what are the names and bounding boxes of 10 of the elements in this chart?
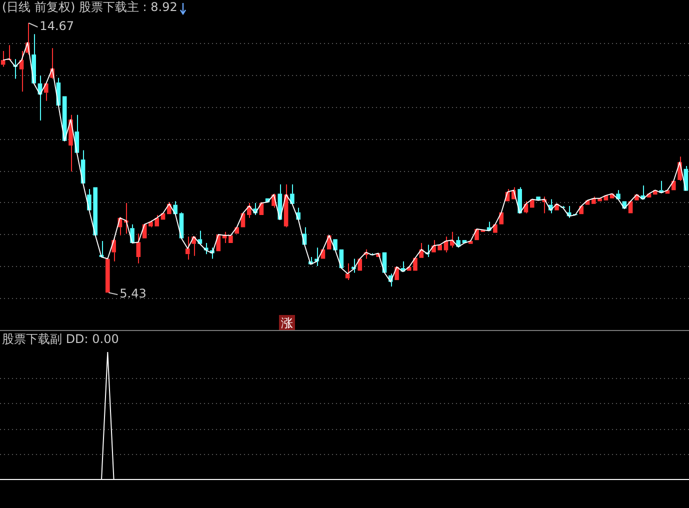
annotation: 14.67 — [40, 19, 74, 34]
chart-title: (日线 前复权) 股票下载主 : 8.92 — [2, 0, 178, 14]
candlestick — [345, 262, 350, 281]
chart-title: 股票下载副 DD: 0.00 — [2, 332, 119, 346]
candlestick — [44, 83, 48, 102]
candlestick — [290, 184, 294, 204]
candlestick — [136, 233, 141, 264]
annotation: 5.43 — [120, 286, 146, 301]
candlestick — [185, 236, 190, 260]
text: 涨 — [281, 316, 293, 330]
